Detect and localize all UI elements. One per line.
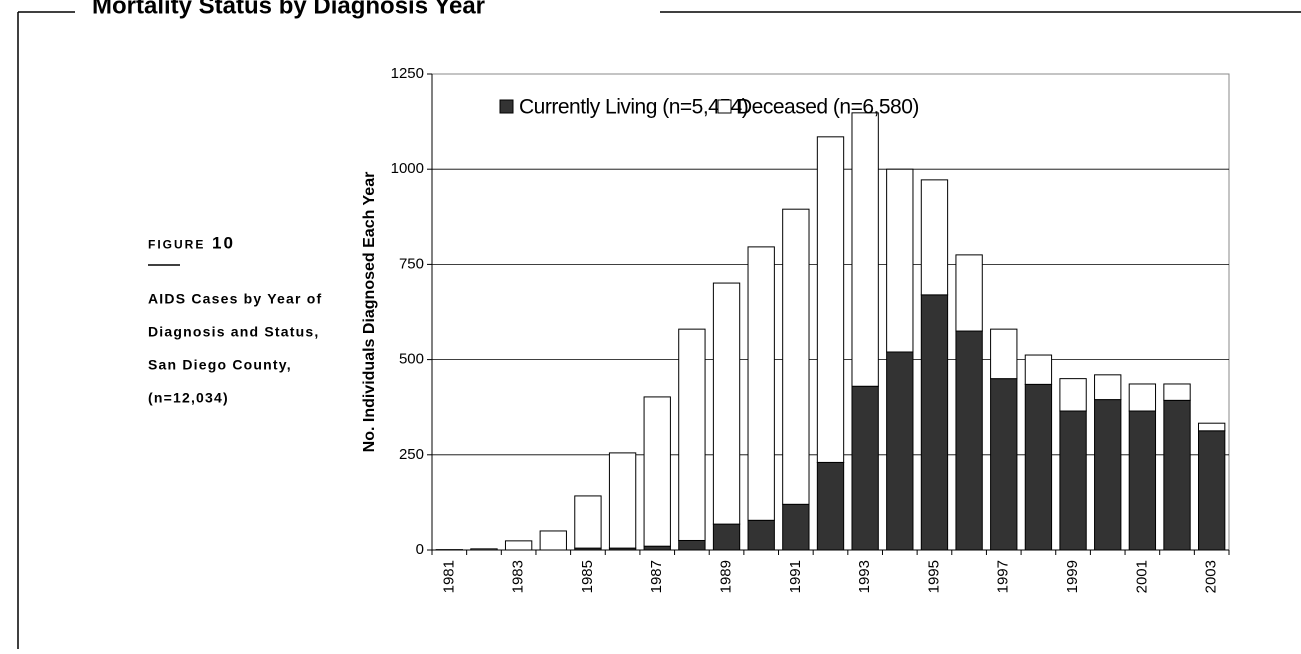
x-tick-label: 1995: [925, 560, 942, 593]
bar: [783, 209, 809, 504]
caption-line: Diagnosis and Status,: [148, 324, 319, 340]
bar: [644, 546, 670, 550]
bar: [1095, 400, 1121, 550]
bar: [713, 524, 739, 550]
x-tick-label: 1997: [995, 560, 1012, 593]
bar: [1164, 384, 1190, 400]
bar: [1025, 384, 1051, 550]
bar: [1199, 423, 1225, 431]
bar: [921, 295, 947, 550]
caption-line: AIDS Cases by Year of: [148, 291, 322, 307]
caption-line: (n=12,034): [148, 390, 229, 406]
y-tick-label: 250: [399, 446, 424, 463]
bar: [783, 504, 809, 550]
bar: [1164, 400, 1190, 550]
x-tick-label: 1981: [440, 560, 457, 593]
legend-swatch: [500, 100, 513, 113]
x-tick-label: 1989: [718, 560, 735, 593]
y-tick-label: 1000: [391, 160, 424, 177]
bar: [852, 386, 878, 550]
x-tick-label: 1993: [856, 560, 873, 593]
bar: [1199, 431, 1225, 550]
bar: [609, 453, 635, 548]
bar: [540, 531, 566, 550]
y-tick-label: 500: [399, 351, 424, 368]
bar: [887, 352, 913, 550]
x-tick-label: 1983: [510, 560, 527, 593]
y-axis-label: No. Individuals Diagnosed Each Year: [361, 172, 378, 453]
bar: [471, 549, 497, 550]
bar: [575, 496, 601, 548]
x-tick-label: 2001: [1133, 560, 1150, 593]
bar: [1129, 411, 1155, 550]
legend-swatch: [718, 100, 731, 113]
bar: [644, 397, 670, 546]
y-tick-label: 0: [416, 541, 424, 558]
bar: [991, 379, 1017, 550]
x-tick-label: 2003: [1203, 560, 1220, 593]
bar: [887, 169, 913, 352]
bar: [921, 180, 947, 295]
bar: [748, 520, 774, 550]
x-tick-label: 1999: [1064, 560, 1081, 593]
bar: [956, 331, 982, 550]
bar: [1025, 355, 1051, 384]
legend-label: Deceased (n=6,580): [737, 96, 919, 119]
bar: [852, 113, 878, 386]
caption-line: San Diego County,: [148, 357, 292, 373]
page-title: Mortality Status by Diagnosis Year: [92, 0, 485, 19]
bar: [956, 255, 982, 331]
bar: [713, 283, 739, 524]
bar: [817, 137, 843, 463]
bar: [1060, 379, 1086, 411]
bar: [748, 247, 774, 520]
bar: [817, 462, 843, 550]
x-tick-label: 1987: [648, 560, 665, 593]
figure-label: Figure 10: [148, 233, 235, 252]
bar: [1060, 411, 1086, 550]
y-tick-label: 1250: [391, 65, 424, 82]
bar: [505, 541, 531, 550]
x-tick-label: 1985: [579, 560, 596, 593]
y-tick-label: 750: [399, 255, 424, 272]
bar: [1095, 375, 1121, 400]
bar: [679, 540, 705, 550]
bar: [1129, 384, 1155, 411]
legend-label: Currently Living (n=5,454): [519, 96, 748, 119]
x-tick-label: 1991: [787, 560, 804, 593]
bar: [991, 329, 1017, 379]
bar: [679, 329, 705, 540]
